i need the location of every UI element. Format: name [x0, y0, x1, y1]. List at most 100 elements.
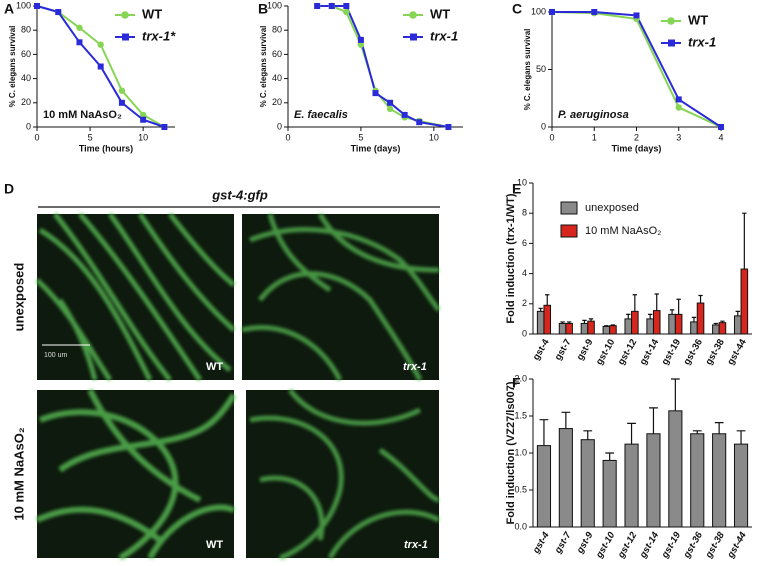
- x-tick-label: gst-7: [553, 337, 574, 362]
- x-tick-label: gst-12: [616, 337, 640, 367]
- bar: [668, 410, 683, 528]
- x-tick-label: gst-7: [552, 530, 574, 557]
- micrograph: 100 um WT: [35, 212, 236, 382]
- row-label: unexposed: [11, 263, 26, 332]
- panel-label: B: [258, 1, 268, 17]
- bar: [558, 428, 573, 528]
- marker: [343, 3, 350, 9]
- y-tick-label: 100: [16, 0, 31, 10]
- x-tick-label: gst-38: [703, 337, 727, 367]
- scale-bar-label: 100 um: [44, 352, 68, 359]
- y-tick-label: 1.5: [514, 410, 527, 420]
- error-bar: [632, 294, 638, 312]
- x-axis-label: Time (days): [612, 143, 662, 153]
- error-bar: [626, 313, 631, 319]
- x-tick-label: 0: [549, 132, 554, 142]
- marker: [76, 24, 83, 31]
- marker: [76, 39, 83, 46]
- x-tick-label: gst-12: [615, 530, 639, 561]
- x-tick-label: 1: [592, 132, 597, 142]
- panel-label: A: [4, 1, 14, 17]
- legend-marker: [122, 33, 129, 41]
- y-tick-label: 50: [536, 64, 546, 74]
- marker: [372, 90, 379, 97]
- marker: [401, 111, 408, 118]
- error-bar: [654, 293, 659, 311]
- marker: [34, 3, 40, 9]
- x-tick-label: gst-9: [574, 530, 596, 557]
- panel-label: D: [4, 181, 14, 197]
- error-bar: [647, 313, 653, 319]
- error-bar: [676, 298, 681, 315]
- error-bar: [736, 430, 746, 445]
- x-tick-label: 10: [429, 132, 439, 142]
- y-tick-label: 8: [522, 208, 527, 218]
- bar: [624, 443, 639, 528]
- image-label: WT: [206, 361, 223, 373]
- y-tick-label: 80: [272, 25, 282, 35]
- x-tick-label: 10: [138, 132, 148, 142]
- y-tick-label: 10: [517, 177, 527, 187]
- bar: [543, 304, 552, 335]
- legend-label: trx-1*: [142, 28, 176, 43]
- x-tick-label: gst-44: [725, 337, 749, 367]
- y-axis-label: Fold induction (VZ27/ls007): [505, 381, 517, 524]
- legend-swatch: [560, 201, 578, 215]
- bar: [558, 322, 567, 335]
- micrograph: trx-1: [246, 388, 441, 561]
- annotation: P. aeruginosa: [558, 109, 629, 121]
- x-tick-label: 5: [358, 132, 363, 142]
- legend-swatch: [560, 224, 578, 238]
- y-tick-label: 40: [21, 73, 31, 83]
- bar: [733, 443, 749, 528]
- annotation: 10 mM NaAsO₂: [43, 109, 122, 121]
- bar: [652, 310, 661, 335]
- bar: [718, 322, 727, 335]
- marker: [549, 9, 555, 15]
- image-label: trx-1: [404, 539, 428, 551]
- bar: [740, 268, 749, 335]
- legend-label: trx-1: [430, 28, 458, 43]
- error-bar: [649, 407, 658, 434]
- marker: [140, 116, 147, 123]
- x-tick-label: gst-19: [659, 530, 683, 561]
- y-tick-label: 40: [272, 73, 282, 83]
- y-tick-label: 0.0: [514, 521, 527, 531]
- legend-marker: [667, 17, 675, 25]
- error-bar: [669, 309, 675, 315]
- y-tick-label: 100: [531, 6, 546, 16]
- y-tick-label: 60: [272, 49, 282, 59]
- x-axis-label: Time (days): [351, 143, 401, 153]
- error-bar: [605, 452, 615, 461]
- micrograph: WT: [35, 388, 237, 561]
- y-axis-label: % C. elegans survival: [523, 29, 532, 111]
- legend-label: unexposed: [585, 202, 639, 214]
- error-bar: [539, 419, 549, 446]
- bar: [565, 322, 573, 335]
- y-tick-label: 0: [26, 121, 31, 131]
- y-tick-label: 1.0: [514, 447, 527, 457]
- error-bar: [691, 316, 697, 322]
- marker: [445, 124, 452, 130]
- bar: [580, 322, 589, 335]
- bar: [646, 433, 661, 528]
- y-tick-label: 0: [522, 328, 527, 338]
- marker: [591, 9, 598, 15]
- bar: [646, 318, 654, 335]
- legend-marker: [410, 33, 417, 41]
- legend-label: WT: [430, 6, 450, 21]
- marker: [357, 41, 365, 48]
- marker: [675, 104, 682, 111]
- marker: [55, 9, 62, 16]
- annotation: E. faecalis: [294, 109, 348, 121]
- bar: [609, 325, 617, 335]
- marker: [314, 3, 321, 9]
- error-bar: [583, 430, 593, 440]
- legend-label: WT: [142, 6, 162, 21]
- error-bar: [670, 378, 680, 411]
- y-tick-label: 2.0: [514, 373, 527, 383]
- error-bar: [582, 319, 587, 324]
- marker: [328, 3, 335, 9]
- marker: [718, 124, 724, 130]
- panel-label: E: [512, 181, 521, 197]
